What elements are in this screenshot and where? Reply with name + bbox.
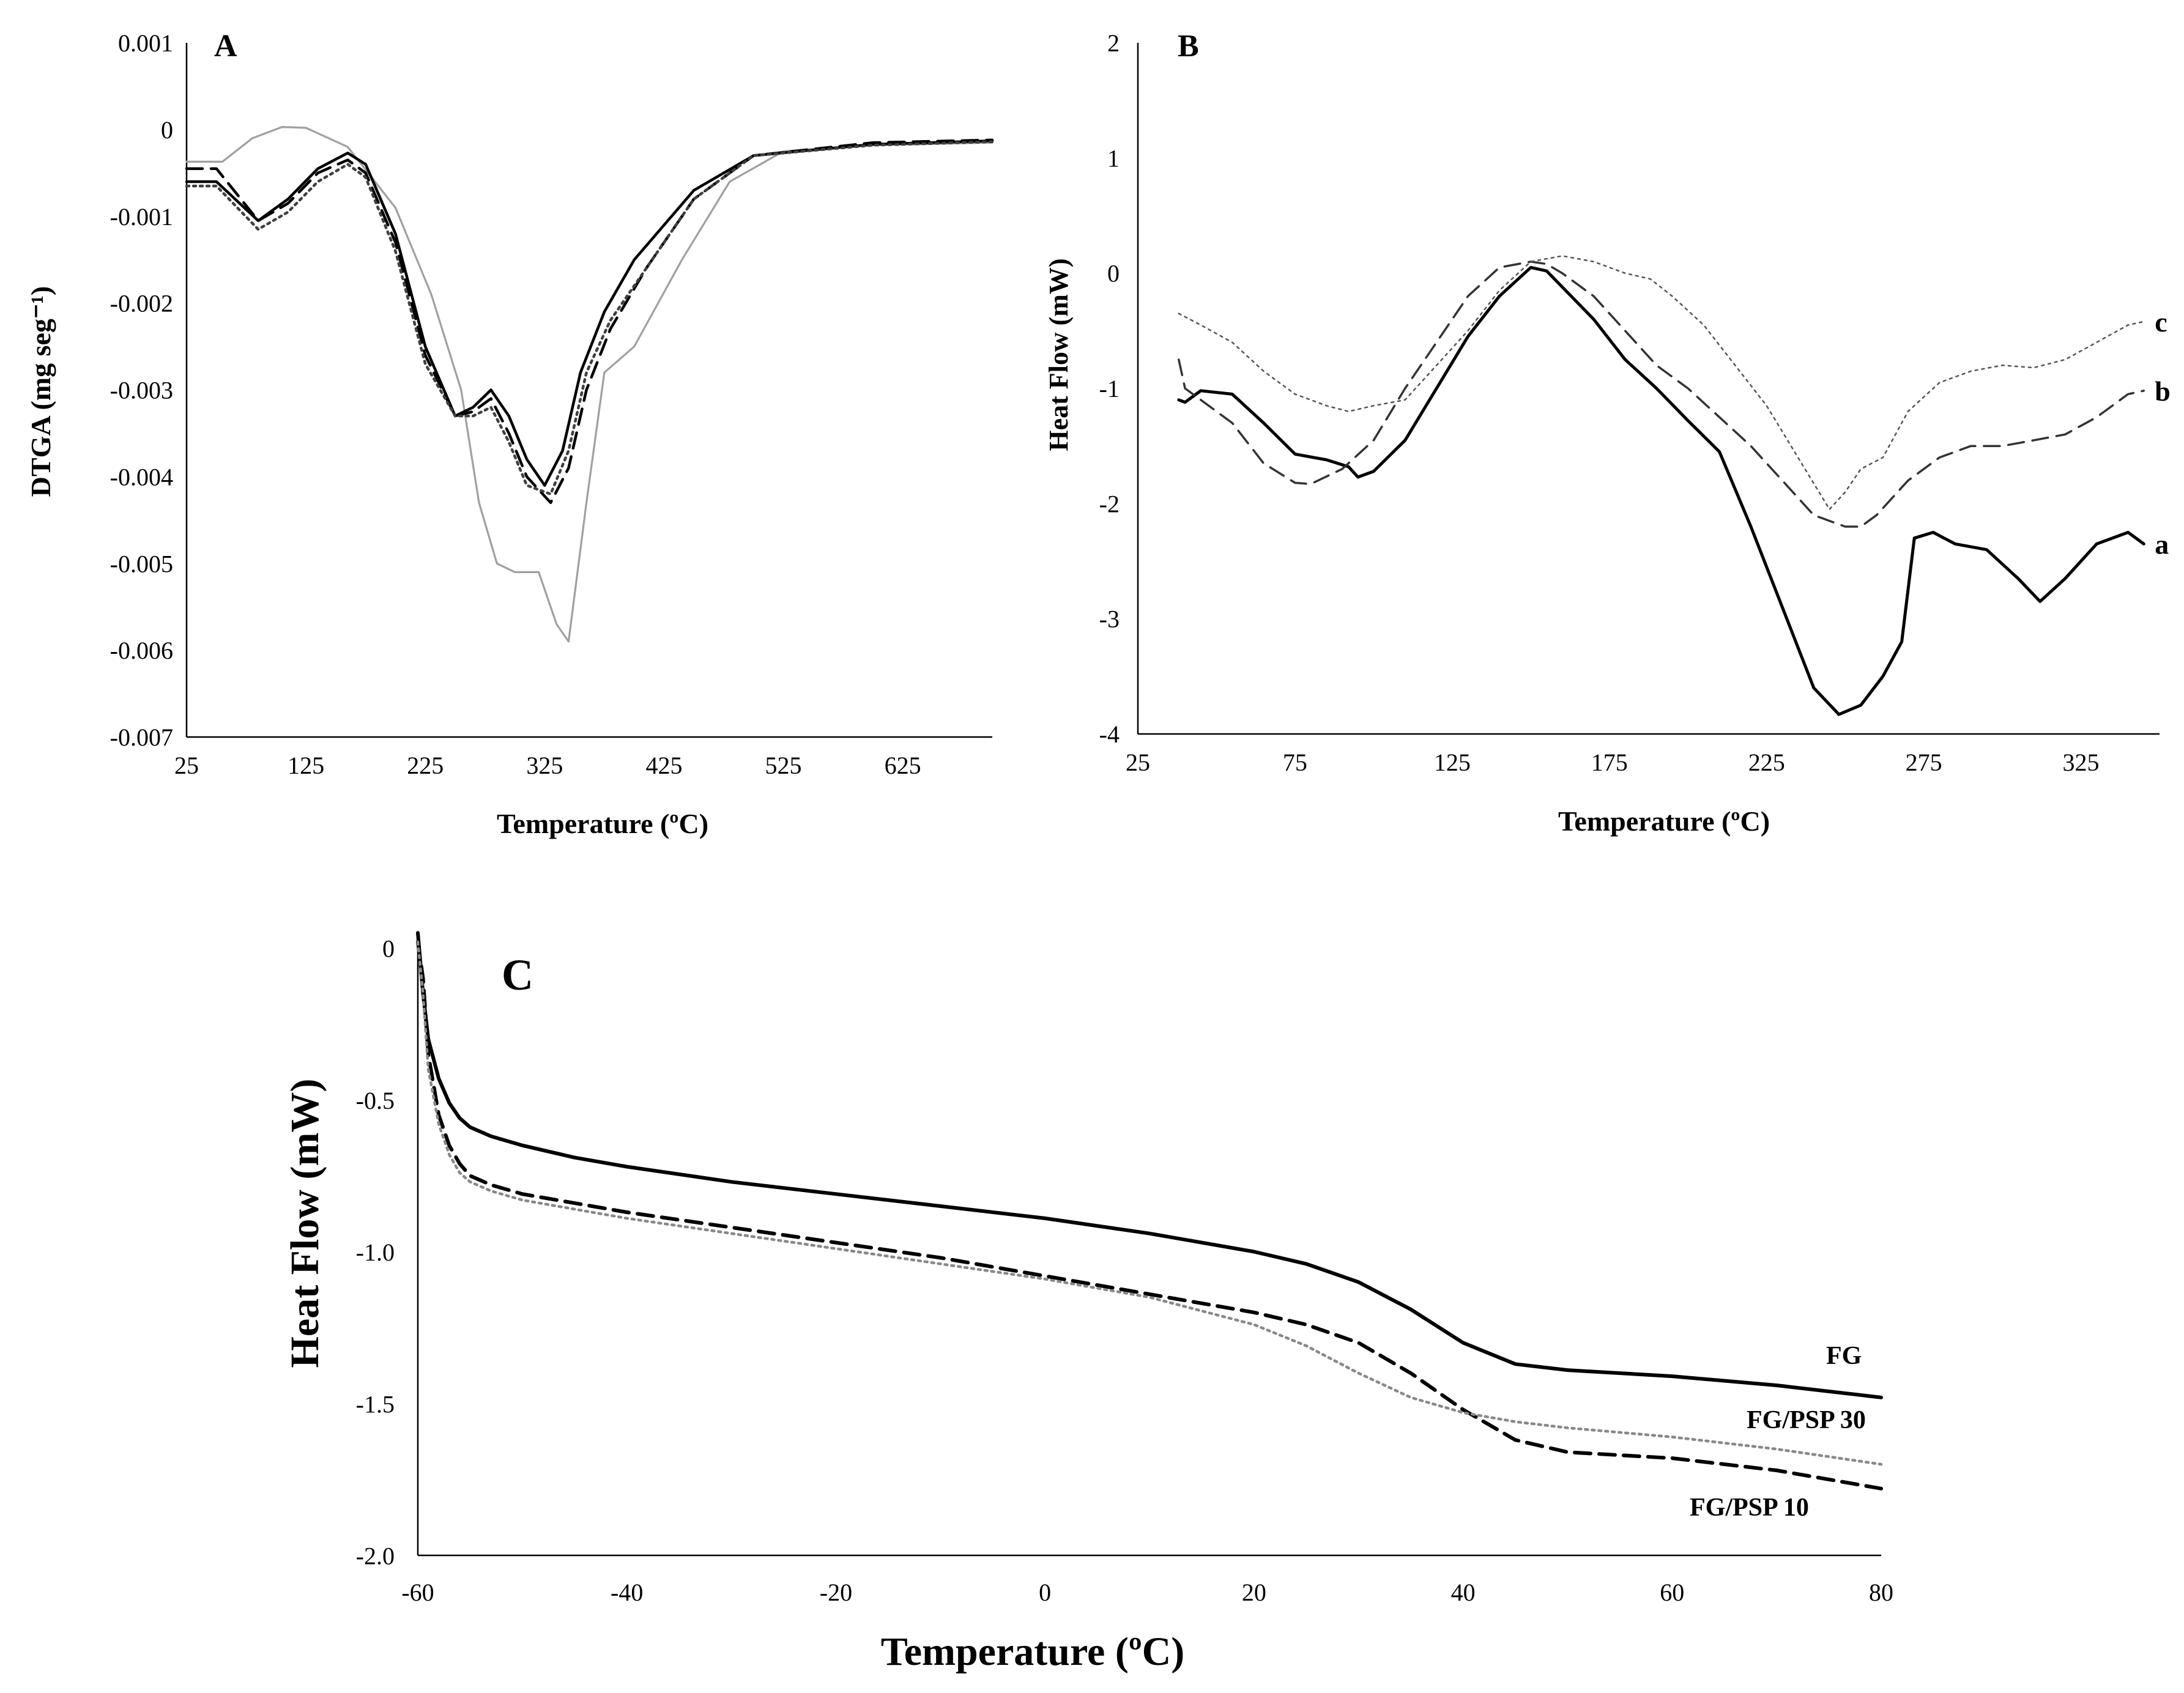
panel-c-series-label: FG/PSP 30 — [1747, 1406, 1866, 1434]
panel-b-x-axis-label: Temperature (ºC) — [1558, 806, 1770, 837]
panel-c-y-tick-label: 0 — [382, 935, 395, 963]
panel-c: C FG FG/PSP 10 FG/PSP 30 -60 -40 -20 0 20 40 60 8… — [283, 931, 1893, 1674]
panel-a-y-tick-label: -0.003 — [110, 377, 173, 404]
panel-c-x-tick-label: 40 — [1451, 1579, 1476, 1606]
panel-a-series-line — [185, 139, 994, 487]
panel-b-series-label: b — [2155, 376, 2171, 407]
panel-a-x-tick-label: 225 — [407, 752, 444, 779]
panel-b-series-label: a — [2155, 528, 2169, 560]
panel-b-y-tick-label: 2 — [1107, 29, 1120, 57]
panel-c-x-tick-label: 20 — [1242, 1579, 1266, 1606]
panel-b-x-tick-label: 25 — [1126, 749, 1150, 776]
panel-b-series-line — [1178, 255, 2145, 511]
panel-a-x-tick-label: 425 — [645, 752, 682, 779]
panel-a-y-tick-label: -0.007 — [110, 724, 173, 751]
panel-b-y-tick-label: -1 — [1099, 375, 1120, 402]
panel-b-x-tick-label: 75 — [1283, 749, 1307, 776]
panel-a-series-line — [185, 138, 994, 505]
panel-c-series-label: FG/PSP 10 — [1690, 1494, 1809, 1522]
panel-c-x-tick-label: 0 — [1039, 1579, 1051, 1606]
panel-a-x-tick-label: 625 — [885, 752, 921, 779]
panel-c-x-tick-label: 80 — [1869, 1579, 1893, 1606]
panel-c-x-tick-label: 60 — [1660, 1579, 1684, 1606]
panel-b-x-tick-label: 175 — [1591, 749, 1628, 776]
panel-c-x-tick-label: -60 — [401, 1579, 434, 1606]
panel-c-series-label: FG — [1826, 1342, 1862, 1370]
panel-a-series-line — [185, 140, 994, 496]
panel-c-y-axis-label: Heat Flow (mW) — [283, 1079, 327, 1368]
panel-b-y-tick-label: 1 — [1107, 144, 1120, 172]
panel-b-label: B — [1178, 29, 1199, 64]
panel-c-x-axis-label: Temperature (ºC) — [881, 1629, 1185, 1674]
panel-a-y-axis-label: DTGA (mg seg⁻¹) — [25, 286, 56, 497]
panel-a-y-tick-label: -0.005 — [110, 550, 173, 577]
panel-c-y-tick-label: -0.5 — [356, 1087, 395, 1114]
panel-b-y-tick-label: -2 — [1099, 490, 1120, 517]
panel-a-y-tick-label: -0.002 — [110, 290, 173, 317]
panel-b-x-tick-label: 125 — [1434, 749, 1471, 776]
panel-c-y-tick-label: -1.0 — [356, 1239, 395, 1266]
panel-a-y-tick-label: 0.001 — [118, 29, 173, 57]
panel-c-label: C — [502, 950, 533, 999]
panel-a-x-tick-label: 125 — [288, 752, 324, 779]
panel-c-series-line — [416, 940, 1883, 1491]
panel-c-x-tick-label: -20 — [820, 1579, 852, 1606]
panel-a-y-tick-label: -0.004 — [110, 463, 173, 491]
panel-b: B a b c 25 75 125 175 225 275 325 2 1 0 -1 -2 -3 -4 Tem… — [1044, 29, 2171, 837]
panel-a-x-tick-label: 25 — [174, 752, 199, 779]
panel-a-y-tick-label: -0.006 — [110, 637, 173, 664]
panel-c-y-tick-label: -1.5 — [356, 1390, 395, 1418]
panel-b-series-label: c — [2155, 306, 2167, 338]
panel-c-y-tick-label: -2.0 — [356, 1543, 395, 1570]
panel-a: A 25 125 225 325 425 525 625 0.001 0 -0.001 -0.002… — [25, 29, 994, 839]
panel-a-series-line — [185, 126, 994, 643]
panel-a-x-tick-label: 525 — [765, 752, 802, 779]
panel-a-x-tick-label: 325 — [526, 752, 563, 779]
panel-a-y-tick-label: 0 — [161, 116, 173, 144]
panel-a-label: A — [214, 29, 237, 64]
panel-a-y-tick-label: -0.001 — [110, 203, 173, 231]
panel-c-series-line — [416, 931, 1883, 1399]
panel-b-y-tick-label: -3 — [1099, 606, 1120, 633]
panel-b-x-tick-label: 225 — [1748, 749, 1785, 776]
panel-c-x-tick-label: -40 — [611, 1579, 643, 1606]
panel-b-y-tick-label: -4 — [1099, 721, 1120, 748]
panel-b-x-tick-label: 275 — [1906, 749, 1942, 776]
panel-a-x-axis-label: Temperature (ºC) — [497, 808, 708, 839]
panel-b-series-line — [1178, 261, 2145, 528]
panel-b-y-tick-label: 0 — [1107, 260, 1120, 287]
panel-c-series-line — [416, 940, 1883, 1466]
panel-b-series-line — [1177, 265, 2145, 716]
panel-b-y-axis-label: Heat Flow (mW) — [1044, 258, 1074, 451]
panel-b-x-tick-label: 325 — [2063, 749, 2100, 776]
